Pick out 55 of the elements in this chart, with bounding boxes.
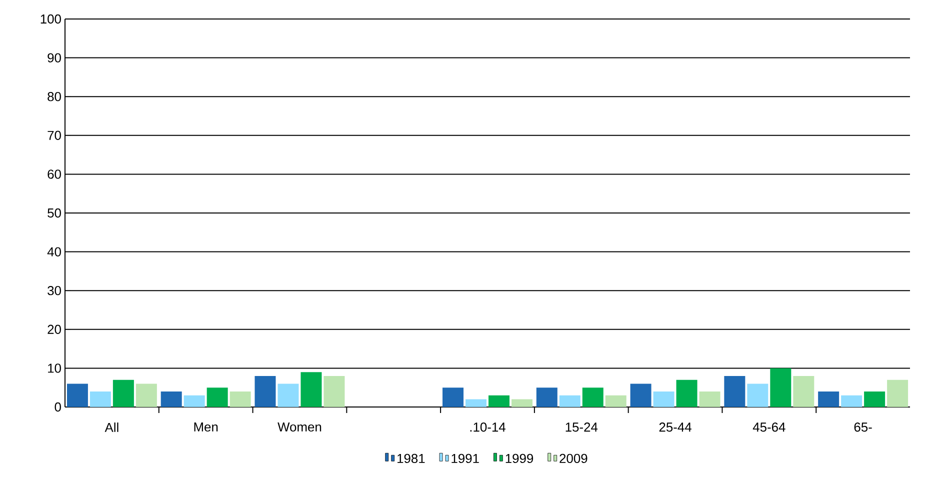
bar — [605, 395, 626, 407]
bar — [747, 384, 768, 407]
bar — [112, 380, 134, 407]
y-tick-label: 0 — [54, 402, 61, 412]
bar — [582, 388, 604, 407]
bar — [136, 384, 157, 407]
x-tick-label: Women — [278, 422, 322, 432]
legend-label: 1999 — [506, 454, 534, 464]
x-tick-label: .10-14 — [470, 422, 506, 432]
bar — [254, 376, 276, 407]
x-tick-label: Men — [194, 422, 218, 432]
bar — [278, 384, 299, 407]
y-tick-label: 30 — [48, 286, 61, 296]
bar — [184, 395, 205, 407]
bar — [206, 388, 228, 407]
y-tick-label: 90 — [48, 53, 61, 62]
bar — [324, 376, 345, 407]
bar — [818, 391, 840, 407]
bar — [630, 384, 652, 407]
bar — [676, 380, 698, 407]
y-tick-label: 20 — [48, 324, 61, 334]
x-tick-label: All — [104, 422, 118, 432]
x-tick-label: 45-64 — [752, 422, 786, 432]
bar — [559, 395, 580, 407]
y-tick-label: 70 — [48, 130, 61, 140]
bar — [699, 391, 720, 407]
bar — [511, 399, 532, 407]
bar — [887, 380, 908, 407]
bar — [488, 395, 510, 407]
bar — [66, 384, 88, 407]
bar — [466, 399, 487, 407]
legend-label: 1991 — [452, 454, 479, 464]
y-tick-label: 60 — [48, 170, 61, 179]
bar — [442, 388, 464, 407]
bar — [770, 368, 792, 407]
bar — [160, 391, 182, 407]
legend-label: 2009 — [560, 454, 588, 464]
y-tick-label: 80 — [48, 92, 61, 102]
bar — [724, 376, 746, 407]
y-tick-label: 50 — [48, 208, 61, 218]
bar — [230, 391, 251, 407]
x-tick-label: 65- — [854, 422, 872, 432]
bar — [536, 388, 558, 407]
bar — [300, 372, 322, 407]
x-tick-label: 25-44 — [659, 422, 692, 432]
bar — [864, 391, 886, 407]
bar — [653, 391, 674, 407]
legend-label: 1981 — [398, 454, 425, 464]
bar — [90, 391, 111, 407]
y-tick-label: 40 — [47, 247, 61, 256]
bar — [793, 376, 814, 407]
bar — [841, 395, 862, 407]
y-tick-label: 10 — [48, 364, 61, 373]
y-tick-label: 100 — [40, 14, 61, 24]
x-tick-label: 15-24 — [566, 422, 598, 432]
